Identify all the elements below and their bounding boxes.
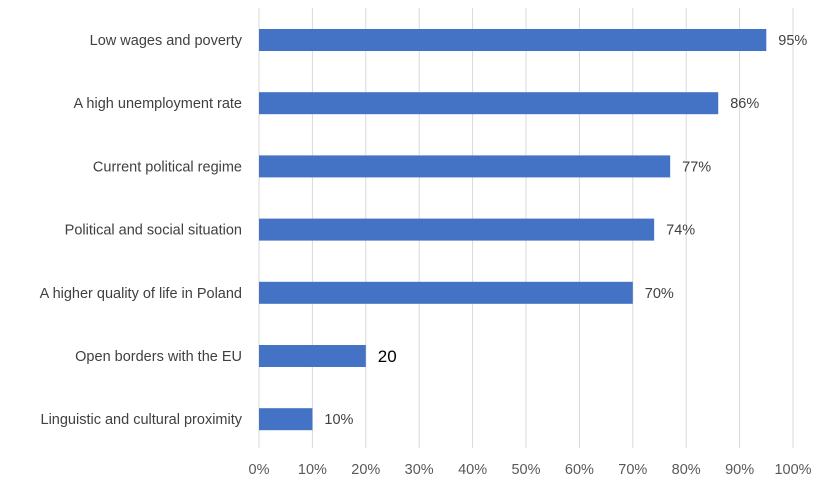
x-tick-label: 10% — [298, 462, 327, 478]
x-tick-label: 80% — [672, 462, 701, 478]
data-label: 20 — [378, 347, 397, 366]
category-label: Low wages and poverty — [90, 33, 243, 49]
bar — [259, 281, 633, 304]
category-label: Linguistic and cultural proximity — [41, 412, 243, 428]
category-label: Political and social situation — [65, 223, 242, 239]
x-tick-label: 50% — [511, 462, 540, 478]
data-labels: 95% 86% 77% 74% 70% 20 10% — [324, 33, 807, 428]
data-label: 74% — [666, 223, 695, 239]
data-label: 95% — [778, 33, 807, 49]
x-axis-tick-labels: 0% 10% 20% 30% 40% 50% 60% 70% 80% 90% 100% — [249, 462, 812, 478]
bar — [259, 345, 366, 367]
category-label: A higher quality of life in Poland — [40, 286, 242, 302]
data-label: 86% — [730, 96, 759, 112]
category-label: A high unemployment rate — [74, 96, 242, 112]
x-tick-label: 0% — [249, 462, 270, 478]
bar — [259, 155, 671, 178]
data-label: 70% — [645, 286, 674, 302]
x-tick-label: 100% — [774, 462, 811, 478]
category-label: Current political regime — [93, 159, 242, 175]
x-tick-label: 30% — [405, 462, 434, 478]
x-tick-label: 60% — [565, 462, 594, 478]
bar — [259, 92, 719, 115]
category-label: Open borders with the EU — [75, 349, 242, 365]
bar — [259, 218, 655, 241]
x-tick-label: 20% — [351, 462, 380, 478]
x-tick-label: 90% — [725, 462, 754, 478]
x-tick-label: 40% — [458, 462, 487, 478]
bar — [259, 29, 767, 51]
data-label: 77% — [682, 159, 711, 175]
x-tick-label: 70% — [618, 462, 647, 478]
category-labels: Low wages and poverty A high unemployment… — [40, 33, 243, 428]
data-label: 10% — [324, 412, 353, 428]
bar — [259, 408, 313, 431]
bars — [259, 29, 767, 431]
